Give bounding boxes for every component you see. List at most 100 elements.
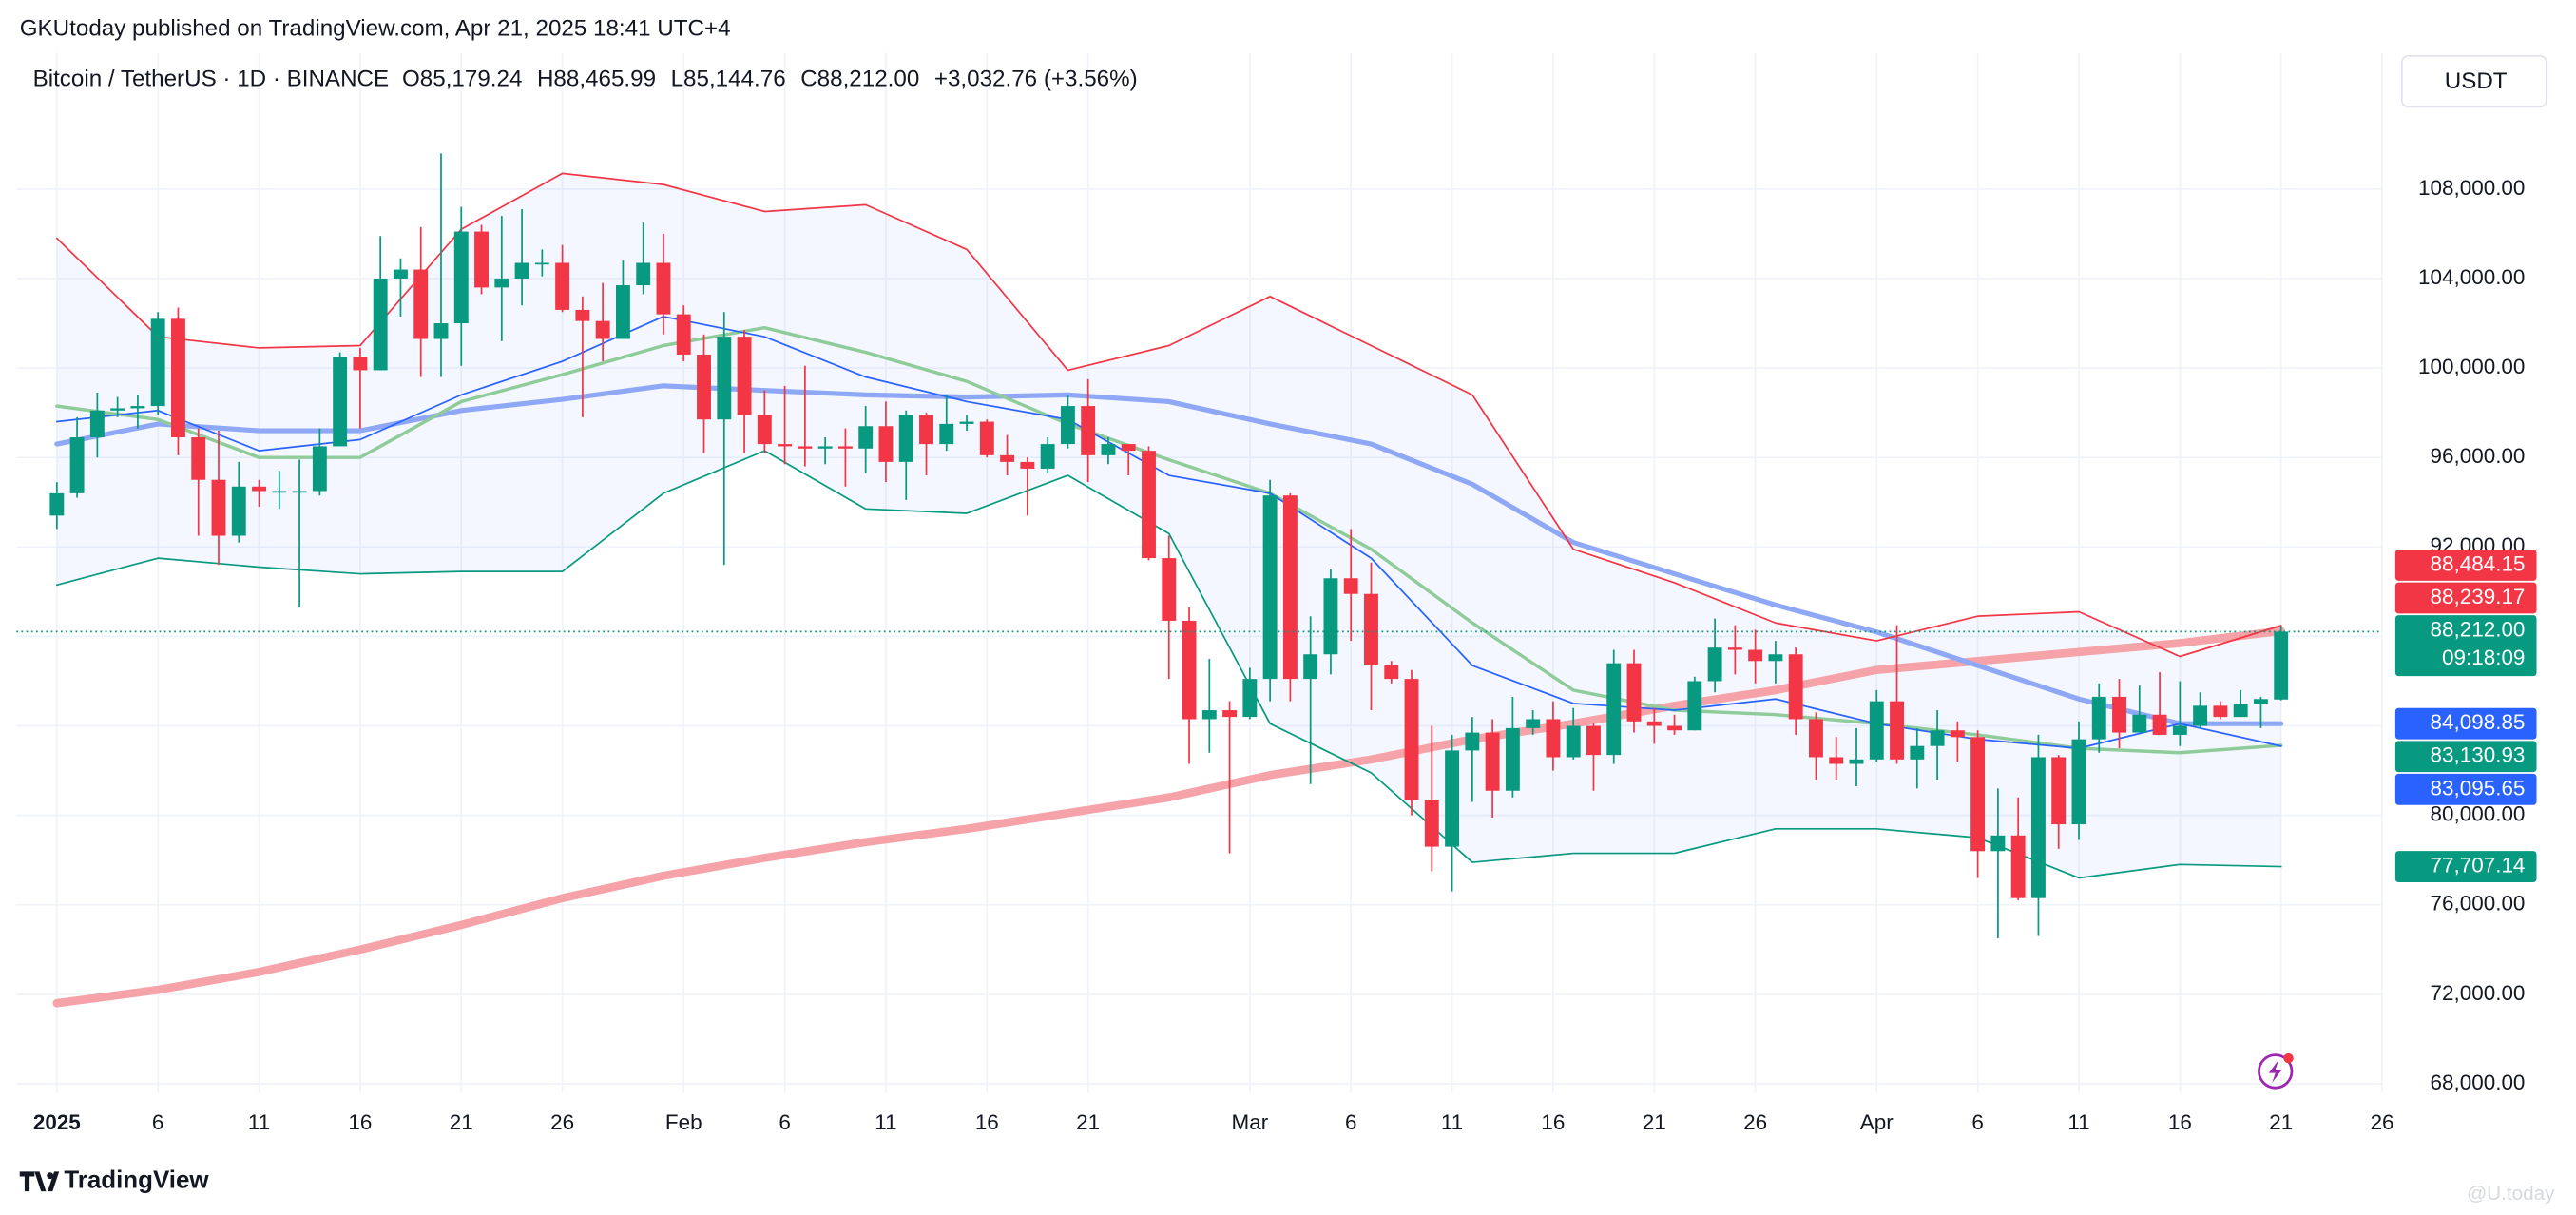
currency-box[interactable] <box>2400 54 2547 108</box>
x-tick-label: 21 <box>1076 1110 1100 1134</box>
ohlc-value: 88,212.00 <box>817 67 920 92</box>
indicator-tag-label: 88,484.15 <box>2431 551 2526 575</box>
grid <box>16 52 2383 1093</box>
candle-body <box>1849 759 1864 764</box>
candle-body <box>150 318 165 407</box>
candle-body <box>878 426 894 462</box>
brand-name[interactable]: TradingView <box>64 1167 209 1194</box>
candle-body <box>2112 696 2126 733</box>
candle-body <box>1121 444 1136 452</box>
candle-body <box>1586 725 1601 756</box>
candle-body <box>1748 649 1763 662</box>
candle-body <box>717 337 732 420</box>
candle-body <box>110 408 125 411</box>
x-tick-label: 16 <box>348 1110 372 1134</box>
x-tick-label: 11 <box>875 1110 896 1134</box>
ohlc-value: 88,465.99 <box>553 67 656 92</box>
candle-body <box>1910 745 1925 760</box>
y-tick-label: 108,000.00 <box>2418 176 2525 200</box>
candle-body <box>1646 721 1662 726</box>
indicator-tag <box>2394 550 2537 581</box>
symbol: Bitcoin / TetherUS · 1D · BINANCE <box>33 67 390 92</box>
candle-body <box>1890 701 1904 760</box>
candle-body <box>231 486 246 536</box>
x-tick-label: 21 <box>450 1110 473 1134</box>
price-tag <box>2394 615 2537 677</box>
x-tick-label: Feb <box>665 1110 702 1134</box>
candle-body <box>69 437 85 493</box>
candle-body <box>292 491 307 493</box>
x-tick-label: 2025 <box>33 1110 81 1134</box>
candle-body <box>778 444 793 447</box>
publisher-line: GKUtoday published on TradingView.com, A… <box>20 16 731 42</box>
price-countdown: 09:18:09 <box>2442 646 2525 669</box>
candle-body <box>898 415 913 462</box>
ohlc-key: O <box>402 67 420 92</box>
candle-body <box>858 426 874 449</box>
candle-body <box>959 421 974 424</box>
candle-body <box>272 491 287 493</box>
currency[interactable]: USDT <box>2445 68 2508 94</box>
candle-body <box>697 354 711 420</box>
indicator-line <box>55 316 2282 749</box>
candle-body <box>1667 725 1682 731</box>
brand-logo[interactable] <box>19 1171 60 1192</box>
candle-body <box>1505 727 1520 791</box>
candle-body <box>575 309 590 321</box>
x-tick-label: 21 <box>2269 1110 2293 1134</box>
indicator-tag-label: 77,707.14 <box>2431 854 2526 878</box>
indicator-tag <box>2394 707 2537 740</box>
candle-body <box>1526 719 1541 728</box>
candle-body <box>1182 620 1197 720</box>
candle-body <box>1282 495 1298 680</box>
indicator-tag-label: 83,095.65 <box>2431 776 2526 800</box>
x-tick-label: 11 <box>2067 1110 2089 1134</box>
candle-body <box>1081 406 1096 455</box>
candle-body <box>1343 578 1358 594</box>
x-tick-label: 16 <box>975 1110 999 1134</box>
y-tick-label: 72,000.00 <box>2431 981 2526 1005</box>
candle-body <box>252 486 266 492</box>
candle-body <box>1950 730 1965 738</box>
candle-body <box>1869 701 1884 760</box>
candle-body <box>817 446 833 449</box>
indicator-tag-label: 83,130.93 <box>2431 743 2526 767</box>
y-tick-label: 76,000.00 <box>2431 892 2526 916</box>
y-tick-label: 68,000.00 <box>2431 1070 2526 1094</box>
candle-body <box>1020 461 1035 469</box>
indicator-line <box>55 325 2283 755</box>
candle-body <box>1566 725 1581 758</box>
x-tick-label: 21 <box>1643 1110 1666 1134</box>
candle-body <box>474 231 489 288</box>
candle-body <box>312 446 327 492</box>
candle-body <box>636 262 651 286</box>
candle-body <box>979 421 994 455</box>
candle-body <box>1829 757 1844 764</box>
candle-body <box>393 269 408 279</box>
candle-body <box>555 262 570 310</box>
candle-body <box>2233 703 2248 718</box>
indicator-line <box>52 627 2286 1008</box>
candle-body <box>1404 679 1419 800</box>
candle-body <box>211 479 226 536</box>
candle-body <box>1970 737 1986 852</box>
candle-body <box>1262 495 1278 680</box>
candle-body <box>2071 739 2086 825</box>
candle-body <box>1465 732 1480 751</box>
candle-body <box>1485 732 1500 791</box>
x-tick-label: Apr <box>1860 1110 1894 1134</box>
candle-body <box>2010 835 2026 898</box>
candle-body <box>534 262 549 265</box>
candle-body <box>333 357 348 447</box>
candle-body <box>2213 705 2228 718</box>
candle-body <box>49 492 65 516</box>
lightning-icon[interactable] <box>2258 1052 2294 1090</box>
candle-body <box>1303 654 1318 680</box>
candle-body <box>1445 750 1460 847</box>
ohlc-key: L <box>671 67 683 92</box>
x-tick-label: 6 <box>1971 1110 1983 1134</box>
candle-body <box>737 337 752 415</box>
x-tick-label: 16 <box>1541 1110 1565 1134</box>
candle-body <box>130 406 145 409</box>
